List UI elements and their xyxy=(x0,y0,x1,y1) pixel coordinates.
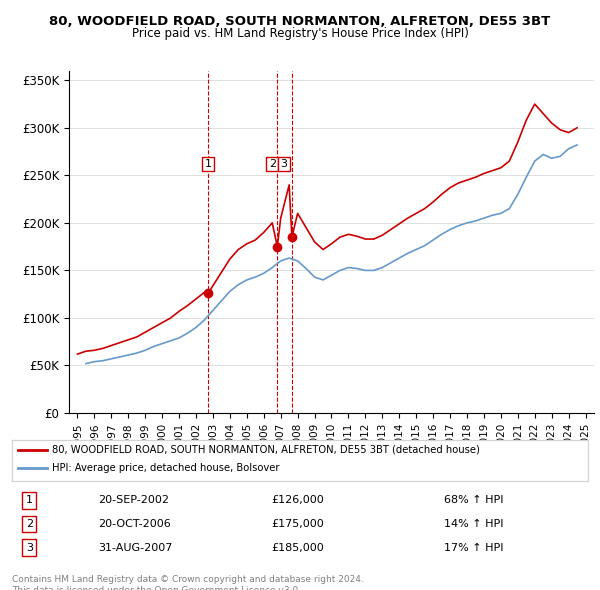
Text: 1: 1 xyxy=(205,159,212,169)
Text: HPI: Average price, detached house, Bolsover: HPI: Average price, detached house, Bols… xyxy=(52,464,280,473)
Text: 80, WOODFIELD ROAD, SOUTH NORMANTON, ALFRETON, DE55 3BT (detached house): 80, WOODFIELD ROAD, SOUTH NORMANTON, ALF… xyxy=(52,445,480,455)
Text: £126,000: £126,000 xyxy=(271,496,324,505)
Text: 31-AUG-2007: 31-AUG-2007 xyxy=(98,543,173,552)
Text: 2: 2 xyxy=(269,159,276,169)
Text: Price paid vs. HM Land Registry's House Price Index (HPI): Price paid vs. HM Land Registry's House … xyxy=(131,27,469,40)
Text: 3: 3 xyxy=(281,159,287,169)
Text: £185,000: £185,000 xyxy=(271,543,324,552)
Text: 80, WOODFIELD ROAD, SOUTH NORMANTON, ALFRETON, DE55 3BT: 80, WOODFIELD ROAD, SOUTH NORMANTON, ALF… xyxy=(49,15,551,28)
Text: 17% ↑ HPI: 17% ↑ HPI xyxy=(444,543,503,552)
Text: 3: 3 xyxy=(26,543,33,552)
Text: 20-OCT-2006: 20-OCT-2006 xyxy=(98,519,171,529)
Text: Contains HM Land Registry data © Crown copyright and database right 2024.
This d: Contains HM Land Registry data © Crown c… xyxy=(12,575,364,590)
Text: 1: 1 xyxy=(26,496,33,505)
Text: 14% ↑ HPI: 14% ↑ HPI xyxy=(444,519,503,529)
Text: 68% ↑ HPI: 68% ↑ HPI xyxy=(444,496,503,505)
Text: £175,000: £175,000 xyxy=(271,519,324,529)
Text: 2: 2 xyxy=(26,519,33,529)
Text: 20-SEP-2002: 20-SEP-2002 xyxy=(98,496,169,505)
